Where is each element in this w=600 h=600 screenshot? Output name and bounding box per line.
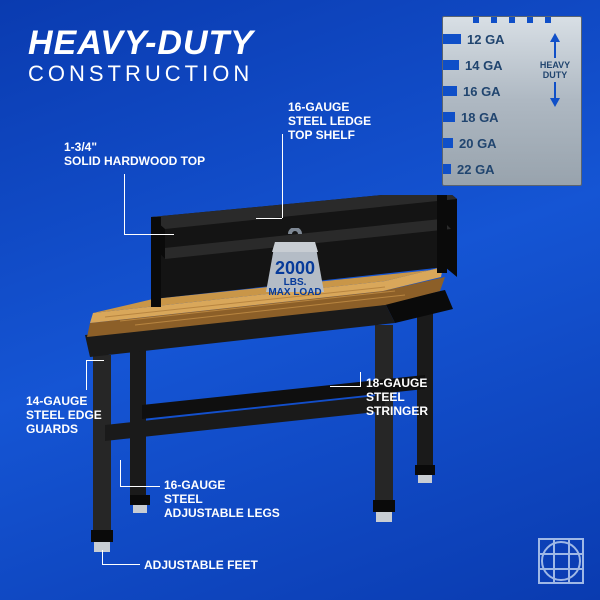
gauge-row: 18 GA — [443, 103, 581, 131]
weight-number: 2000 — [255, 258, 335, 279]
brand-logo-icon — [538, 538, 584, 584]
callout-hardwood-top: 1-3/4" SOLID HARDWOOD TOP — [64, 140, 205, 168]
max-load-badge: 2000 LBS.MAX LOAD — [255, 228, 335, 298]
callout-feet: ADJUSTABLE FEET — [144, 558, 258, 572]
gauge-thickness-chart: 12 GA14 GA16 GA18 GA20 GA22 GA HEAVY DUT… — [442, 16, 582, 186]
gauge-row: 22 GA — [443, 155, 581, 183]
weight-sub: LBS.MAX LOAD — [255, 278, 335, 298]
callout-top-shelf: 16-GAUGE STEEL LEDGE TOP SHELF — [288, 100, 371, 142]
gauge-top-notches — [473, 17, 551, 23]
gauge-row: 20 GA — [443, 129, 581, 157]
gauge-hd-label: HEAVY DUTY — [535, 60, 575, 80]
heading: HEAVY-DUTY CONSTRUCTION — [28, 24, 254, 87]
callout-legs: 16-GAUGE STEEL ADJUSTABLE LEGS — [164, 478, 280, 520]
callout-edge-guards: 14-GAUGE STEEL EDGE GUARDS — [26, 394, 102, 436]
title-line2: CONSTRUCTION — [28, 61, 254, 87]
title-line1: HEAVY-DUTY — [28, 24, 254, 63]
callout-stringer: 18-GAUGE STEEL STRINGER — [366, 376, 428, 418]
gauge-heavy-duty-range: HEAVY DUTY — [535, 33, 575, 107]
